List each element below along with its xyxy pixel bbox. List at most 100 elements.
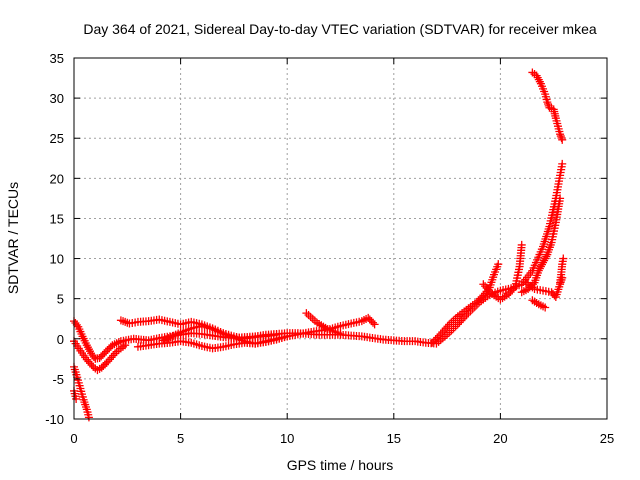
data-point (308, 314, 317, 323)
data-markers (70, 68, 568, 422)
series-trace-j (479, 240, 526, 304)
data-point (84, 345, 93, 354)
series-trace-f (70, 362, 93, 422)
series-trace-a (70, 159, 567, 363)
x-tick-label: 25 (600, 431, 614, 446)
data-point (556, 194, 565, 203)
data-point (479, 280, 488, 289)
series-trace-g (70, 386, 81, 403)
data-point (443, 322, 452, 331)
y-axis-label: SDTVAR / TECUs (5, 182, 21, 294)
x-tick-label: 5 (177, 431, 184, 446)
data-point (428, 338, 437, 347)
data-point (484, 286, 493, 295)
y-tick-label: 10 (50, 252, 64, 267)
data-point (336, 329, 345, 338)
data-point (370, 320, 379, 329)
data-point (542, 252, 551, 261)
x-axis-label: GPS time / hours (287, 457, 394, 473)
data-point (429, 337, 438, 346)
data-point (537, 260, 546, 269)
data-point (438, 328, 447, 337)
y-tick-label: -10 (45, 412, 64, 427)
data-point (481, 282, 490, 291)
data-point (112, 339, 121, 348)
series-trace-l (528, 296, 550, 312)
series-trace-o (528, 68, 567, 144)
y-tick-label: 5 (57, 292, 64, 307)
data-point (431, 335, 440, 344)
series-trace-e (70, 337, 130, 375)
data-point (72, 394, 81, 403)
data-point (83, 343, 92, 352)
data-point (440, 326, 449, 335)
series-trace-n (556, 254, 568, 287)
data-point (559, 254, 568, 263)
y-tick-label: 25 (50, 131, 64, 146)
y-tick-label: 20 (50, 171, 64, 186)
data-point (544, 99, 553, 108)
data-point (517, 240, 526, 249)
x-tick-label: 0 (70, 431, 77, 446)
data-point (302, 309, 311, 318)
data-point (451, 322, 460, 331)
data-point (304, 311, 313, 320)
chart-title: Day 364 of 2021, Sidereal Day-to-day VTE… (83, 21, 596, 37)
y-tick-label: 15 (50, 211, 64, 226)
data-point (543, 98, 552, 107)
data-point (541, 303, 550, 312)
data-point (109, 351, 118, 360)
data-point (557, 133, 566, 142)
data-point (436, 329, 445, 338)
data-point (479, 291, 488, 300)
data-point (121, 317, 130, 326)
data-point (533, 73, 542, 82)
data-point (110, 349, 119, 358)
data-point (459, 314, 468, 323)
data-point (541, 254, 550, 263)
series-trace-k (517, 194, 565, 297)
data-point (89, 352, 98, 361)
data-point (519, 287, 528, 296)
data-point (441, 324, 450, 333)
data-point (509, 284, 518, 293)
series-trace-m (521, 273, 567, 302)
grid-lines (74, 58, 607, 419)
data-point (107, 353, 116, 362)
data-point (558, 135, 567, 144)
x-tick-label: 20 (493, 431, 507, 446)
data-point (486, 287, 495, 296)
data-point (457, 316, 466, 325)
axis-ticks: 0 5 10 15 20 25 -10 -5 0 5 10 15 20 25 30 35 (45, 51, 614, 446)
data-point (87, 361, 96, 370)
data-point (453, 320, 462, 329)
data-point (556, 132, 565, 141)
data-point (433, 333, 442, 342)
data-point (480, 289, 489, 298)
data-point (455, 318, 464, 327)
plot-frame (73, 57, 608, 420)
data-point (449, 316, 458, 325)
data-point (532, 71, 541, 80)
data-point (84, 413, 93, 422)
data-point (283, 332, 292, 341)
y-tick-label: 30 (50, 91, 64, 106)
data-point (447, 318, 456, 327)
data-point (536, 262, 545, 271)
data-point (306, 312, 315, 321)
data-point (482, 284, 491, 293)
y-tick-label: 35 (50, 51, 64, 66)
data-point (434, 331, 443, 340)
data-point (535, 264, 544, 273)
data-point (539, 302, 548, 311)
y-tick-label: -5 (52, 372, 64, 387)
x-tick-label: 15 (387, 431, 401, 446)
series-trace-d (133, 332, 292, 353)
series-trace-h (302, 309, 345, 338)
data-point (494, 260, 503, 269)
data-point (369, 318, 378, 327)
data-point (82, 341, 91, 350)
data-point (534, 75, 543, 84)
data-point (556, 130, 565, 139)
